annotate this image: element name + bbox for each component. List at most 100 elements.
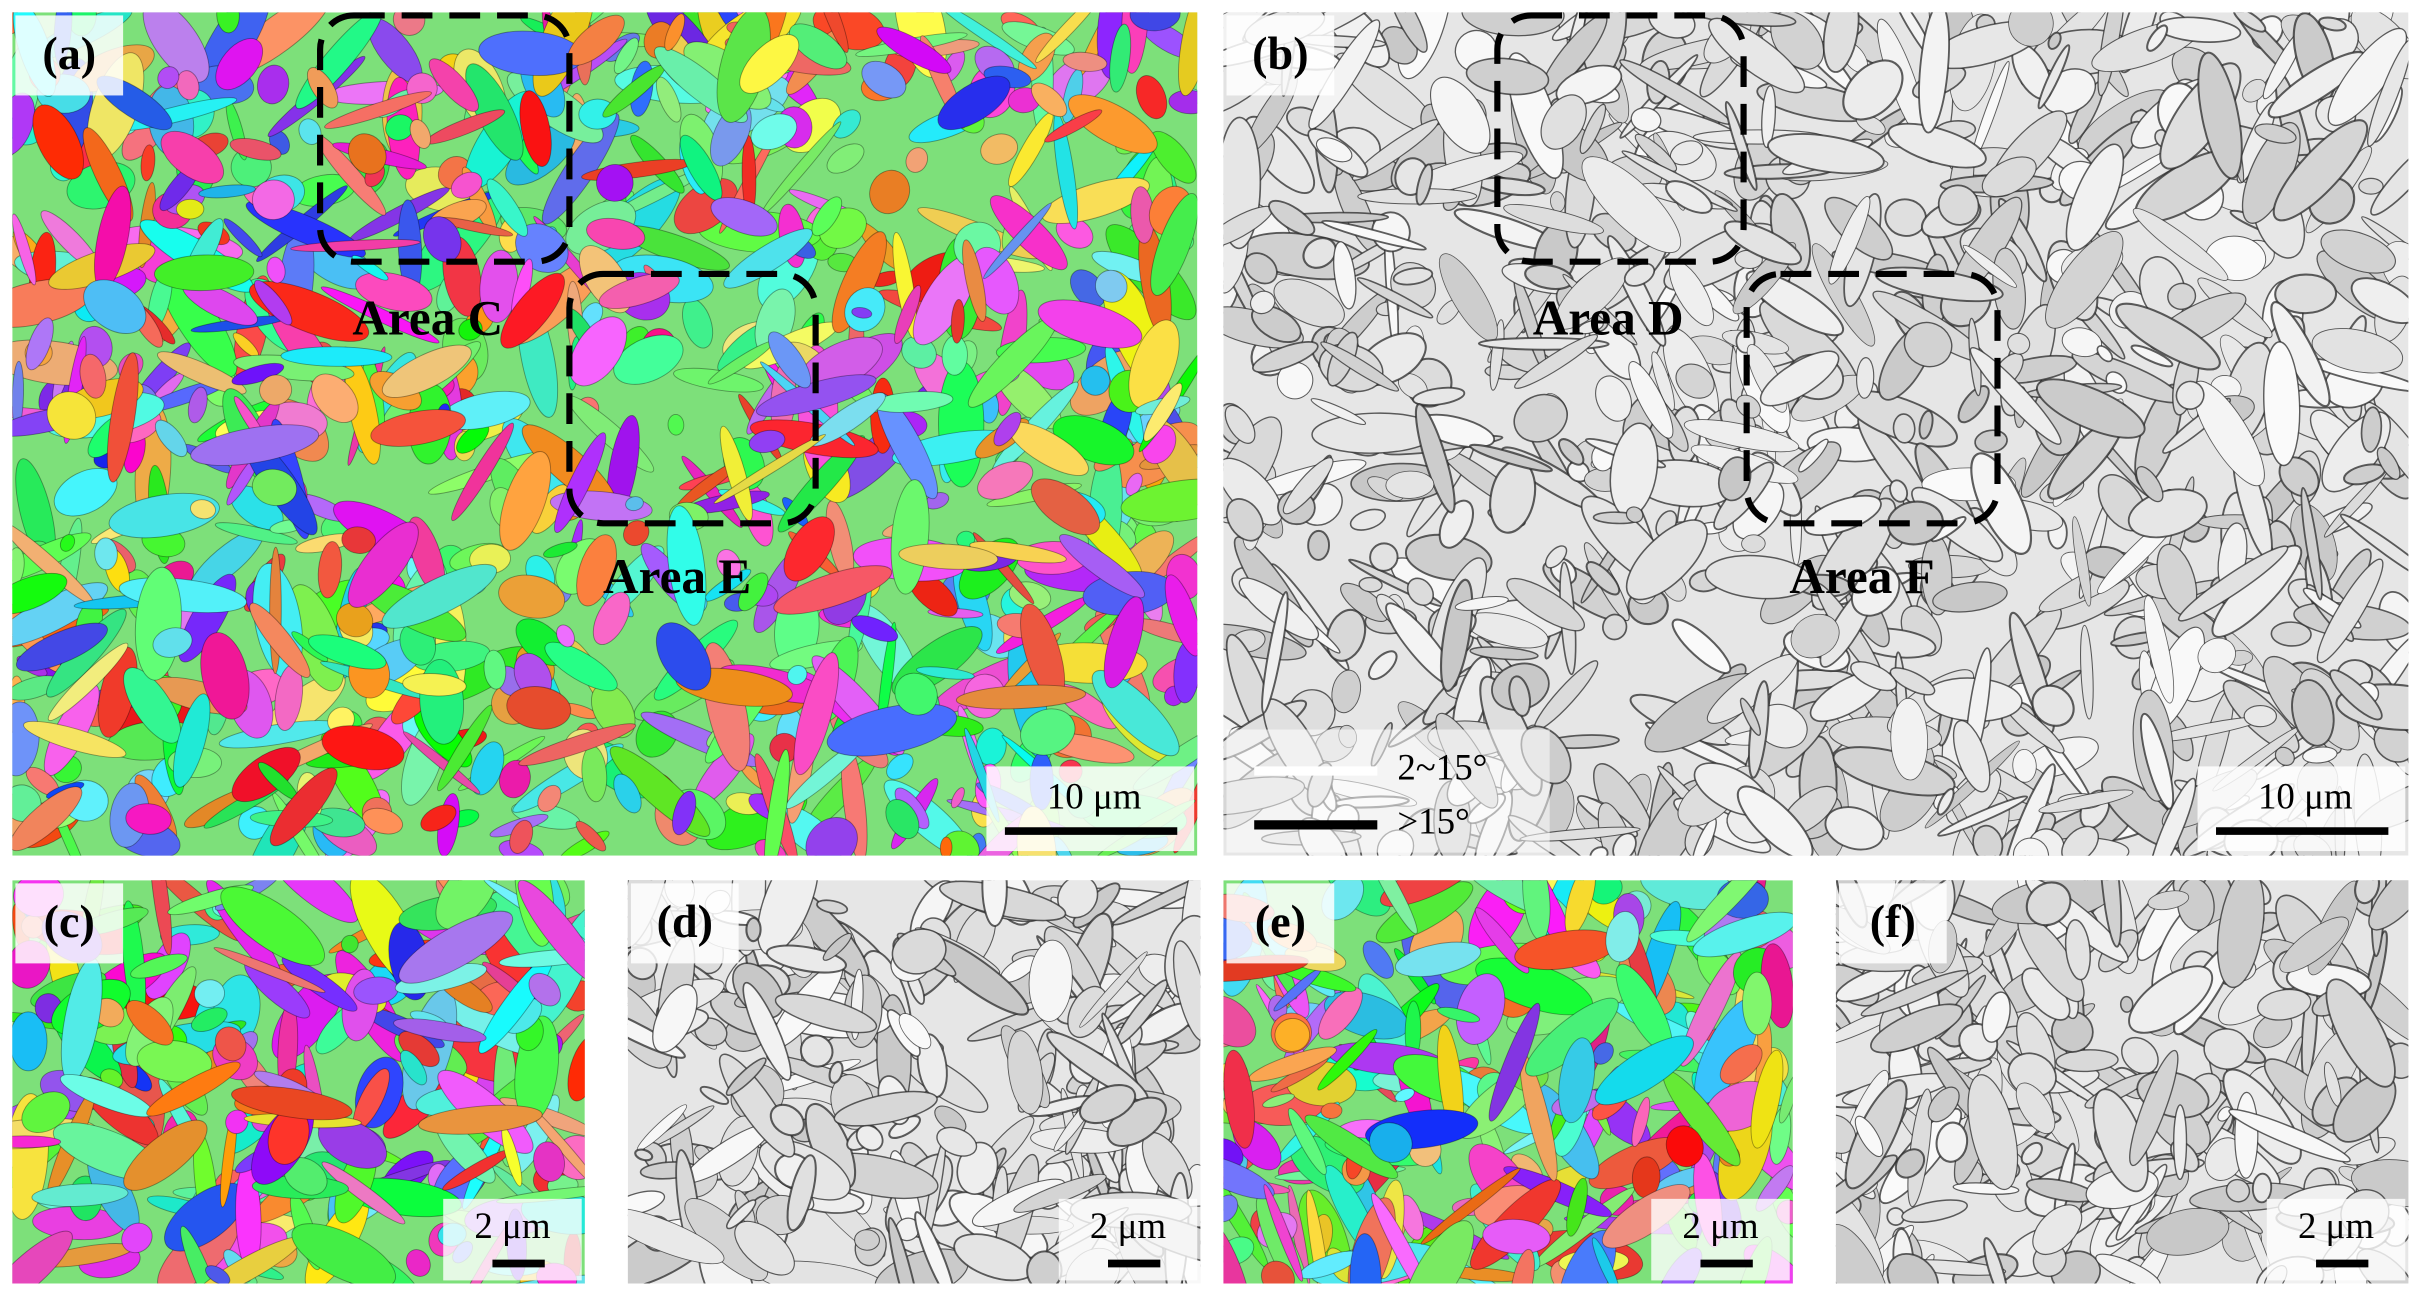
grain — [745, 916, 762, 943]
grain — [1028, 939, 1073, 1022]
grain — [2243, 704, 2278, 728]
grain — [2148, 777, 2197, 856]
grain — [2367, 39, 2409, 147]
grain — [544, 641, 618, 692]
grain — [1675, 363, 1715, 399]
grain — [993, 411, 1022, 447]
grain — [253, 279, 293, 326]
grain — [2217, 1106, 2232, 1122]
scale-text: 2 μm — [2298, 1205, 2374, 1246]
grain — [1544, 545, 1568, 569]
area-label: Area F — [1789, 549, 1934, 604]
grain — [1030, 82, 1068, 118]
grain — [1962, 244, 2018, 288]
grain — [1320, 1102, 1343, 1119]
grain — [435, 880, 498, 930]
grain — [2175, 380, 2205, 410]
grain — [1589, 846, 1609, 856]
grain — [1918, 12, 1950, 134]
panel-label: (b) — [1252, 28, 1308, 79]
scale-text: 2 μm — [474, 1205, 550, 1246]
grain — [94, 537, 118, 571]
grain — [950, 787, 965, 809]
grain — [533, 1141, 565, 1182]
grain — [79, 353, 107, 399]
grain — [123, 1119, 208, 1191]
grain — [308, 634, 387, 670]
grain — [450, 171, 483, 199]
grain — [1510, 1248, 1535, 1284]
grain — [2072, 516, 2092, 607]
grain — [826, 143, 865, 174]
grain — [500, 272, 565, 349]
grain — [1856, 357, 1875, 399]
grain — [950, 298, 965, 344]
grain — [586, 217, 646, 250]
grain — [567, 1035, 585, 1102]
grain — [190, 499, 216, 520]
grain — [833, 1090, 938, 1127]
label-bg — [15, 15, 124, 96]
grain — [1585, 561, 1621, 596]
grain — [774, 993, 878, 1034]
grain — [225, 1109, 249, 1135]
grain — [2132, 208, 2229, 281]
area-label: Area C — [352, 291, 503, 346]
grain — [905, 147, 929, 173]
grain — [1894, 1148, 1926, 1179]
grain — [1059, 534, 1146, 599]
grain — [1223, 1138, 1244, 1170]
grain — [1630, 107, 1662, 133]
grain — [1068, 94, 1158, 154]
grain — [1224, 404, 1256, 444]
grain — [627, 1207, 725, 1265]
grain — [787, 665, 808, 685]
grain — [2251, 1172, 2273, 1204]
grain — [822, 932, 852, 961]
grain — [2263, 341, 2301, 467]
grain — [1030, 478, 1101, 536]
grain — [280, 346, 393, 367]
grain — [509, 819, 534, 854]
grain — [2008, 12, 2054, 47]
grain — [2242, 78, 2267, 103]
grain — [298, 118, 322, 145]
grain — [1287, 1107, 1327, 1176]
grain — [1349, 508, 1387, 531]
grain — [1035, 12, 1104, 63]
grain — [12, 1135, 62, 1149]
grain — [1591, 1237, 1620, 1284]
grain — [2047, 31, 2062, 50]
grain — [1581, 156, 1682, 254]
grain — [1612, 832, 1637, 856]
grain — [699, 1085, 730, 1105]
grain — [1079, 951, 1148, 1028]
grain — [1854, 1115, 1884, 1158]
label-bg — [1226, 883, 1335, 964]
panel-label: (d) — [657, 896, 713, 947]
grain — [1625, 519, 1708, 601]
grain — [955, 684, 1087, 710]
grain — [59, 534, 76, 552]
grain — [1263, 1184, 1304, 1282]
grain — [291, 1223, 397, 1284]
grain — [655, 622, 712, 691]
grain — [2147, 890, 2190, 911]
grain — [347, 133, 387, 175]
grain — [2129, 1049, 2179, 1167]
grain — [2121, 1036, 2159, 1075]
grain — [2329, 669, 2383, 721]
grain — [854, 1229, 880, 1251]
grain — [576, 534, 617, 607]
grain — [2172, 1104, 2188, 1181]
grain — [1225, 498, 1264, 542]
grain — [1719, 1044, 1763, 1085]
grain — [713, 433, 826, 504]
grain — [2031, 684, 2075, 727]
grain — [1310, 398, 1367, 426]
grain — [652, 983, 698, 1053]
grain — [569, 316, 628, 387]
grain — [2272, 119, 2369, 222]
grain — [1761, 85, 1777, 149]
grain — [1317, 1028, 1378, 1091]
